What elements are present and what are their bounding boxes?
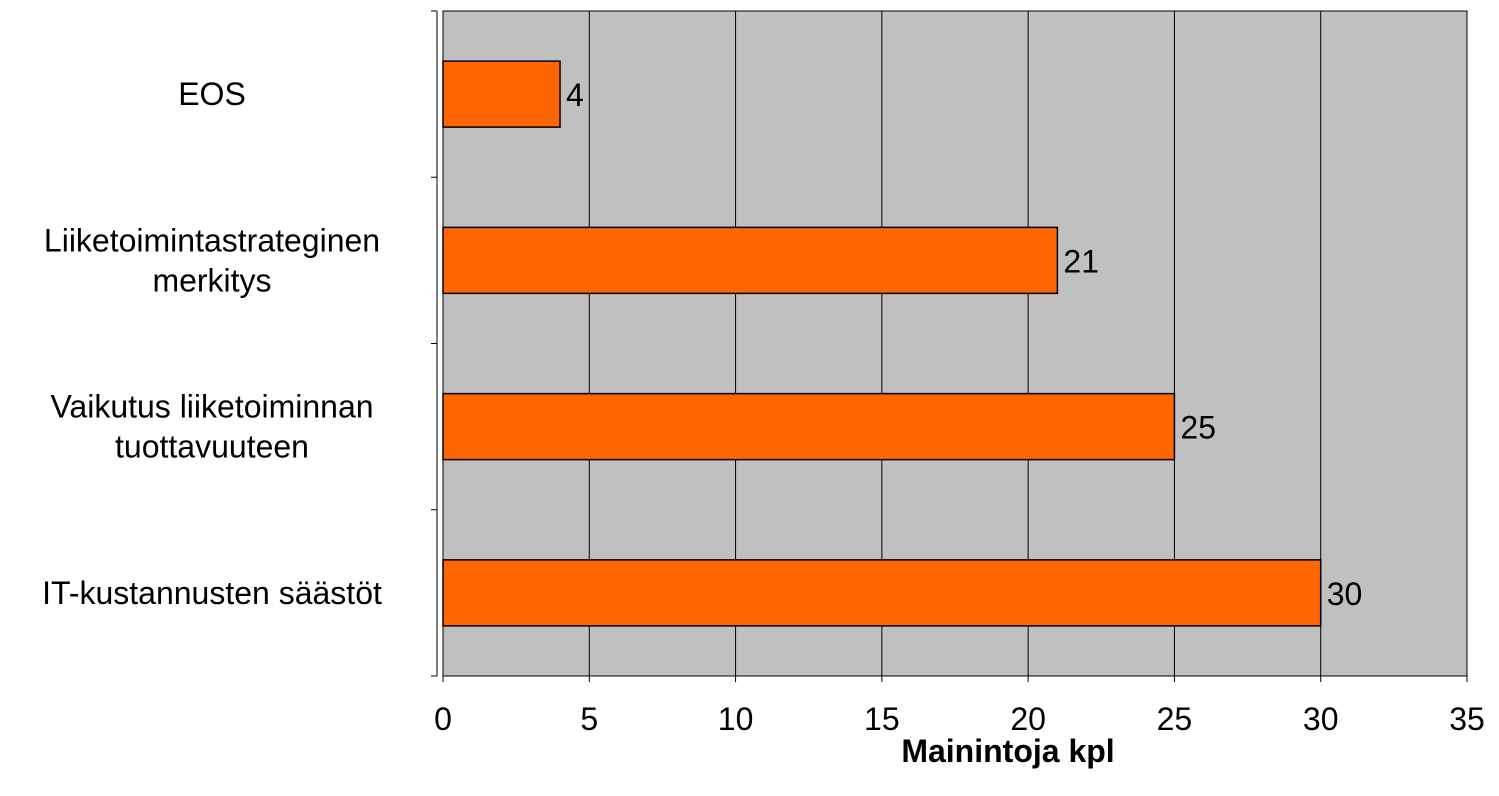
bar xyxy=(442,226,1059,295)
x-tick-labels: 0 5 10 15 20 25 30 35 xyxy=(434,701,1485,737)
x-tick-label: 15 xyxy=(864,701,900,737)
data-label: 4 xyxy=(566,77,584,113)
bar xyxy=(442,60,561,128)
x-tick-label: 30 xyxy=(1303,701,1339,737)
category-label: Vaikutus liiketoiminnan tuottavuuteen xyxy=(50,389,373,465)
category-label: EOS xyxy=(178,76,246,112)
category-label: Liiketoimintastrateginen merkitys xyxy=(44,222,380,298)
x-tick-label: 10 xyxy=(718,701,754,737)
x-tick-label: 5 xyxy=(580,701,598,737)
bar xyxy=(442,392,1176,461)
data-labels: 4 21 25 30 xyxy=(566,77,1362,612)
x-tick-label: 25 xyxy=(1157,701,1193,737)
x-axis-title: Mainintoja kpl xyxy=(901,733,1114,769)
category-label: IT-kustannusten säästöt xyxy=(42,575,382,611)
data-label: 30 xyxy=(1327,576,1363,612)
category-labels: EOS Liiketoimintastrateginen merkitys Vaiku… xyxy=(42,76,382,611)
x-tick-label: 20 xyxy=(1010,701,1046,737)
x-tick-label: 35 xyxy=(1449,701,1485,737)
bars xyxy=(442,60,1322,627)
x-tick-label: 0 xyxy=(434,701,452,737)
data-label: 21 xyxy=(1063,243,1099,279)
data-label: 25 xyxy=(1180,410,1216,446)
bar xyxy=(442,559,1322,627)
axes xyxy=(431,10,1468,682)
